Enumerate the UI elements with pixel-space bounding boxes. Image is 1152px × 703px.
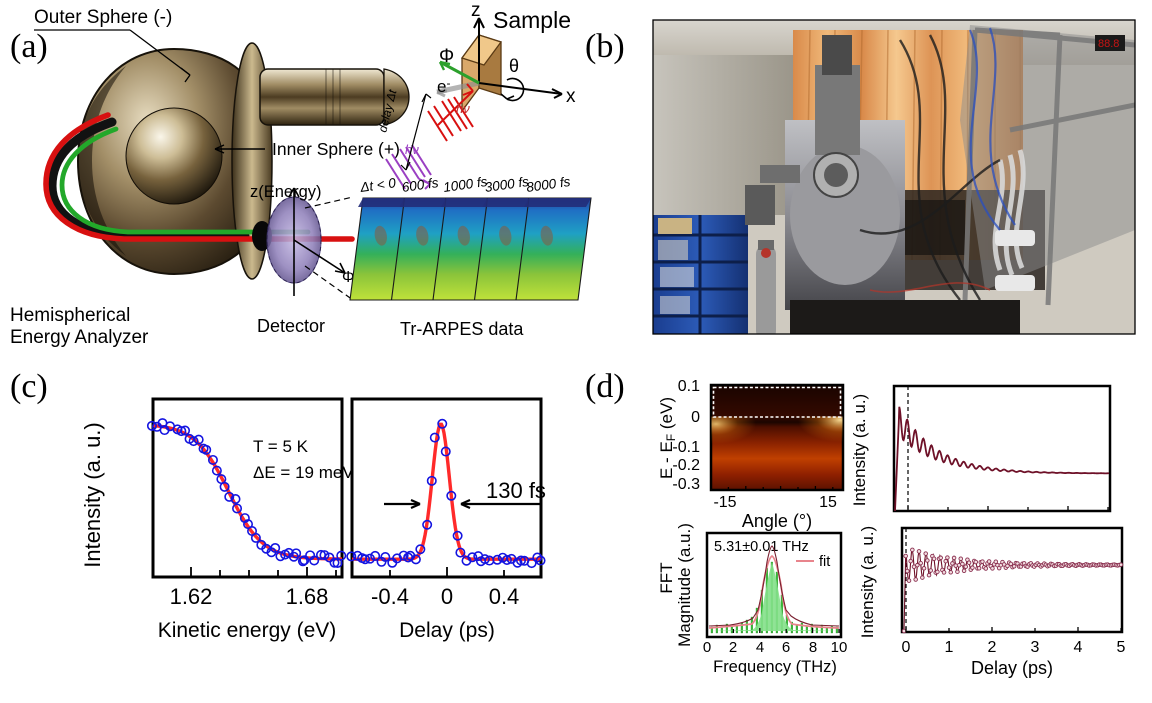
svg-text:0.1: 0.1 xyxy=(678,378,700,395)
svg-text:Frequency (THz): Frequency (THz) xyxy=(713,658,837,676)
svg-text:Delay (ps): Delay (ps) xyxy=(971,658,1053,678)
svg-text:Magnitude (a.u.): Magnitude (a.u.) xyxy=(675,523,694,647)
svg-text:8: 8 xyxy=(809,639,817,656)
svg-text:Intensity (a. u.): Intensity (a. u.) xyxy=(850,394,869,506)
svg-text:2: 2 xyxy=(729,639,737,656)
svg-text:Angle (°): Angle (°) xyxy=(742,511,812,531)
svg-text:4: 4 xyxy=(1074,639,1083,656)
svg-text:5.31±0.01 THz: 5.31±0.01 THz xyxy=(714,539,809,555)
svg-text:Intensity (a. u.): Intensity (a. u.) xyxy=(858,526,877,638)
svg-text:-0.2: -0.2 xyxy=(672,457,700,474)
svg-text:0: 0 xyxy=(902,639,911,656)
svg-text:-15: -15 xyxy=(713,494,736,511)
svg-text:2: 2 xyxy=(988,639,997,656)
svg-text:3: 3 xyxy=(1031,639,1040,656)
svg-text:0: 0 xyxy=(703,639,711,656)
svg-text:5: 5 xyxy=(1117,639,1126,656)
svg-text:E - EF (eV): E - EF (eV) xyxy=(657,397,678,479)
svg-text:fit: fit xyxy=(819,554,830,570)
svg-text:1: 1 xyxy=(945,639,954,656)
svg-text:4: 4 xyxy=(756,639,764,656)
svg-text:15: 15 xyxy=(819,494,837,511)
svg-text:0: 0 xyxy=(691,409,700,426)
svg-text:6: 6 xyxy=(782,639,790,656)
svg-text:FFT: FFT xyxy=(657,562,676,593)
svg-text:10: 10 xyxy=(831,639,848,656)
svg-text:-0.3: -0.3 xyxy=(672,476,700,493)
